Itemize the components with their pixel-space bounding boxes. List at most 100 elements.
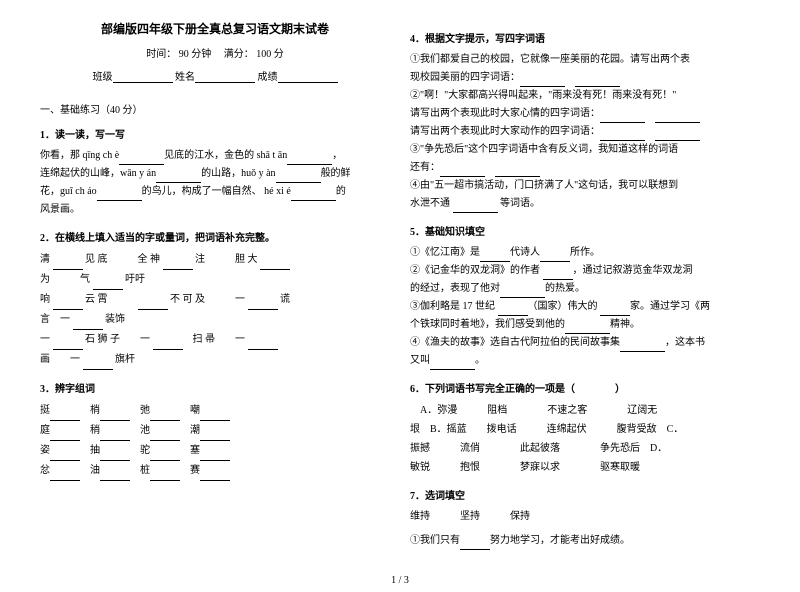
- q1-text: 你看，那 qīng ch è: [40, 150, 119, 161]
- q3-body: 挺 梢 弛 嘲 庭 稍 池 潮 姿 抽 驼 塞 忿 油 桩 赛: [40, 401, 390, 481]
- q4-text: ①我们都爱自己的校园，它就像一座美丽的花园。请写出两个表: [410, 54, 690, 65]
- q6-text: 阻档: [487, 405, 507, 416]
- class-blank[interactable]: [113, 71, 173, 83]
- q2-text: 为: [40, 274, 50, 285]
- q3-blank[interactable]: [50, 429, 80, 441]
- q2-blank[interactable]: [93, 278, 123, 290]
- q3-text: 挺: [40, 405, 50, 416]
- q5-blank[interactable]: [540, 250, 570, 262]
- q4-blank[interactable]: [495, 165, 540, 177]
- q2-blank[interactable]: [83, 358, 113, 370]
- q1-text: 般的鲜: [321, 168, 351, 179]
- q3-blank[interactable]: [150, 469, 180, 481]
- q3-blank[interactable]: [200, 449, 230, 461]
- q1-blank[interactable]: [119, 153, 164, 165]
- q3-blank[interactable]: [150, 449, 180, 461]
- doc-title: 部编版四年级下册全真总复习语文期末试卷: [40, 20, 390, 37]
- q1-blank[interactable]: [156, 171, 201, 183]
- q2-blank[interactable]: [248, 298, 278, 310]
- q1-blank[interactable]: [97, 189, 142, 201]
- q6-opt-c: 振撼: [410, 443, 430, 454]
- q4-blank[interactable]: [520, 75, 565, 87]
- q4-text: ③"争先恐后"这个四字词语中含有反义词，我知道这样的词语: [410, 144, 678, 155]
- q5-text: ①《忆江南》是: [410, 247, 480, 258]
- q5-blank[interactable]: [498, 304, 528, 316]
- q2-text: 画: [40, 354, 50, 365]
- q3-text: 弛: [140, 405, 150, 416]
- q3-text: 池: [140, 425, 150, 436]
- q4-blank[interactable]: [453, 201, 498, 213]
- q4-text: 请写出两个表现此时大家动作的四字词语：: [410, 126, 600, 137]
- q6-opt-a: A．弥漫: [420, 405, 457, 416]
- q3-blank[interactable]: [200, 409, 230, 421]
- q3-text: 塞: [190, 445, 200, 456]
- q1-blank[interactable]: [287, 153, 332, 165]
- q3-text: 姿: [40, 445, 50, 456]
- q4-blank[interactable]: [655, 111, 700, 123]
- q1-blank[interactable]: [276, 171, 321, 183]
- q4-body: ①我们都爱自己的校园，它就像一座美丽的花园。请写出两个表 现校园美丽的四字词语：…: [410, 51, 760, 213]
- q4-blank[interactable]: [600, 129, 645, 141]
- q5-blank[interactable]: [600, 304, 630, 316]
- q6-opt-d: 敏锐: [410, 462, 430, 473]
- q3-blank[interactable]: [150, 409, 180, 421]
- q2-blank[interactable]: [53, 258, 83, 270]
- q5-text: 又叫: [410, 355, 430, 366]
- q5-blank[interactable]: [543, 268, 573, 280]
- q3-blank[interactable]: [50, 449, 80, 461]
- grade-blank[interactable]: [278, 71, 338, 83]
- q1-blank[interactable]: [291, 189, 336, 201]
- q4-blank[interactable]: [600, 111, 645, 123]
- q3-blank[interactable]: [100, 469, 130, 481]
- q5-body: ①《忆江南》是代诗人所作。 ②《记金华的双龙洞》的作者 ，通过记叙游览金华双龙洞…: [410, 244, 760, 370]
- q2-blank[interactable]: [248, 338, 278, 350]
- q3-text: 驼: [140, 445, 150, 456]
- q2-text: 一: [235, 294, 245, 305]
- q3-blank[interactable]: [100, 409, 130, 421]
- q3-blank[interactable]: [150, 429, 180, 441]
- q5-blank[interactable]: [480, 250, 510, 262]
- q1-text: 见底的江水，金色的 shā t ān: [164, 150, 287, 161]
- q2-blank[interactable]: [53, 338, 83, 350]
- q2-blank[interactable]: [53, 298, 83, 310]
- q7-blank[interactable]: [460, 538, 490, 550]
- q3-text: 稍: [90, 425, 100, 436]
- q5-heading: 5．基础知识填空: [410, 223, 760, 238]
- q2-blank[interactable]: [138, 298, 168, 310]
- q2-blank[interactable]: [163, 258, 193, 270]
- q3-text: 油: [90, 465, 100, 476]
- q1-text: 连绵起伏的山峰，wān y án: [40, 168, 156, 179]
- q1-text: 风景画。: [40, 204, 80, 215]
- q2-text: 旗杆: [115, 354, 135, 365]
- q2-blank[interactable]: [73, 318, 103, 330]
- q4-blank[interactable]: [575, 75, 620, 87]
- q3-blank[interactable]: [100, 449, 130, 461]
- q3-blank[interactable]: [200, 429, 230, 441]
- q5-blank[interactable]: [565, 322, 610, 334]
- q2-text: 全 神: [138, 254, 161, 265]
- q4-text: 水泄不通: [410, 198, 450, 209]
- section-1-heading: 一、基础练习（40 分）: [40, 101, 390, 116]
- q2-blank[interactable]: [153, 338, 183, 350]
- q5-blank[interactable]: [500, 286, 545, 298]
- q3-text: 桩: [140, 465, 150, 476]
- q2-body: 清 见 底 全 神 注 胆 大 为 气 吁吁 响 云 霄 不 可 及 一 谎 言…: [40, 250, 390, 370]
- name-blank[interactable]: [195, 71, 255, 83]
- q7-text: ①我们只有: [410, 535, 460, 546]
- q5-blank[interactable]: [430, 358, 475, 370]
- q1-body: 你看，那 qīng ch è见底的江水，金色的 shā t ān， 连绵起伏的山…: [40, 147, 390, 219]
- q3-blank[interactable]: [50, 409, 80, 421]
- q2-blank[interactable]: [260, 258, 290, 270]
- q3-blank[interactable]: [100, 429, 130, 441]
- q5-blank[interactable]: [620, 340, 665, 352]
- q3-blank[interactable]: [200, 469, 230, 481]
- right-column: 4．根据文字提示，写四字词语 ①我们都爱自己的校园，它就像一座美丽的花园。请写出…: [400, 20, 770, 582]
- q4-text: 现校园美丽的四字词语：: [410, 72, 520, 83]
- q3-blank[interactable]: [50, 469, 80, 481]
- q4-blank[interactable]: [655, 129, 700, 141]
- q4-blank[interactable]: [440, 165, 485, 177]
- q6-opt-b: 垠 B．摇蓝: [410, 424, 467, 435]
- q3-text: 赛: [190, 465, 200, 476]
- q2-text: 一: [40, 334, 50, 345]
- q5-text: ②《记金华的双龙洞》的作者: [410, 265, 540, 276]
